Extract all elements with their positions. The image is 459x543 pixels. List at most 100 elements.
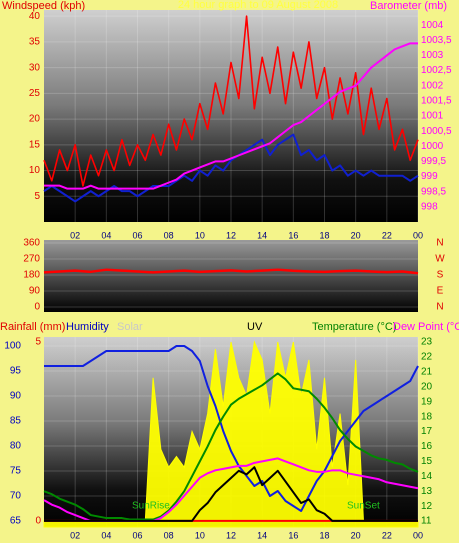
y-tick-label: 90: [10, 391, 22, 402]
y-tick-label: 75: [10, 466, 22, 477]
plot-area: [44, 240, 418, 312]
y2-axis-label: Barometer (mb): [370, 0, 447, 12]
y2-tick-label: 12: [421, 501, 433, 512]
y-tick-label: 100: [4, 341, 21, 352]
x-tick-label: 16: [288, 230, 298, 240]
marks: 510152025303540998998,5999999,510001000,…: [4, 10, 452, 540]
x-tick-label: 00: [413, 530, 423, 540]
x-tick-label: 02: [70, 530, 80, 540]
x-tick-label: 18: [319, 230, 329, 240]
y-tick-label: 180: [23, 270, 40, 281]
y-tick-label: 360: [23, 238, 40, 249]
line: [43, 15, 419, 187]
y2-tick-label: 17: [421, 426, 433, 437]
x-tick-label: 14: [257, 230, 267, 240]
y-tick-label: 70: [10, 491, 22, 502]
y-tick-label: 15: [29, 139, 41, 150]
line: [44, 345, 419, 512]
y2-tick-label: 1004: [421, 20, 444, 31]
y-tick-label: 10: [29, 165, 41, 176]
y2-tick-label: 16: [421, 441, 433, 452]
y2-tick-label: 22: [421, 352, 433, 363]
y2-tick-label: 999,5: [421, 156, 446, 167]
legend-label: Solar: [117, 321, 143, 333]
y-tick-label: 20: [29, 114, 41, 125]
chart-title: 24 hour graph to 09 August 2008: [178, 0, 338, 11]
annotation: SunRise: [132, 501, 170, 512]
y-tick-label: 0: [34, 302, 40, 313]
y2-tick-label: N: [436, 302, 443, 313]
line: [44, 42, 418, 190]
y2-tick-label: 1002: [421, 80, 444, 91]
legend-label: UV: [247, 321, 263, 333]
y2-tick-label: 998,5: [421, 186, 446, 197]
x-tick-label: 22: [382, 230, 392, 240]
y2-tick-label: 20: [421, 381, 433, 392]
x-tick-label: 12: [226, 530, 236, 540]
y-tick-label: 270: [23, 254, 40, 265]
x-tick-label: 20: [351, 230, 361, 240]
legend-label: Dew Point (°C): [393, 321, 459, 333]
y2-tick-label: 14: [421, 471, 433, 482]
y-tick-label: 95: [10, 366, 22, 377]
line: [43, 133, 419, 203]
x-tick-label: 08: [164, 530, 174, 540]
y2-tick-label: 1003,5: [421, 35, 452, 46]
y2-tick-label: 1000: [421, 141, 444, 152]
legend-label: Humidity: [66, 321, 109, 333]
y2-tick-label: 1002,5: [421, 65, 452, 76]
x-tick-label: 06: [132, 530, 142, 540]
y-tick-label: 40: [29, 11, 41, 22]
y3-tick-label: 0: [35, 516, 41, 527]
line: [43, 268, 419, 275]
x-tick-label: 04: [101, 530, 111, 540]
x-tick-label: 14: [257, 530, 267, 540]
y2-tick-label: 1003: [421, 50, 444, 61]
x-tick-label: 22: [382, 530, 392, 540]
y-tick-label: 85: [10, 416, 22, 427]
y-tick-label: 25: [29, 88, 41, 99]
y2-tick-label: N: [436, 238, 443, 249]
x-tick-label: 04: [101, 230, 111, 240]
x-tick-label: 02: [70, 230, 80, 240]
y-tick-label: 30: [29, 62, 41, 73]
y-tick-label: 5: [34, 191, 40, 202]
plot-area: [44, 10, 418, 222]
y-tick-label: 80: [10, 441, 22, 452]
y2-tick-label: 998: [421, 201, 438, 212]
legend-label: Rainfall (mm): [0, 321, 65, 333]
y2-tick-label: S: [437, 270, 444, 281]
y2-tick-label: 13: [421, 486, 433, 497]
y2-tick-label: 1001,5: [421, 95, 452, 106]
x-tick-label: 06: [132, 230, 142, 240]
y-axis-label: Windspeed (kph): [2, 0, 85, 12]
line: [43, 372, 419, 521]
x-tick-label: 12: [226, 230, 236, 240]
y-tick-label: 35: [29, 37, 41, 48]
y2-tick-label: W: [435, 254, 445, 265]
x-tick-label: 10: [195, 530, 205, 540]
y2-tick-label: 1000,5: [421, 126, 452, 137]
y-tick-label: 90: [29, 286, 41, 297]
annotation: SunSet: [347, 501, 380, 512]
y2-tick-label: 11: [421, 516, 432, 527]
y-tick-label: 65: [10, 516, 22, 527]
y2-tick-label: 19: [421, 396, 433, 407]
x-tick-label: 16: [288, 530, 298, 540]
line: [44, 466, 418, 522]
x-tick-label: 18: [319, 530, 329, 540]
y2-tick-label: 18: [421, 411, 433, 422]
x-tick-label: 20: [351, 530, 361, 540]
x-tick-label: 08: [164, 230, 174, 240]
y2-tick-label: E: [437, 286, 444, 297]
y2-tick-label: 15: [421, 456, 433, 467]
x-tick-label: 10: [195, 230, 205, 240]
x-tick-label: 00: [413, 230, 423, 240]
y2-tick-label: 23: [421, 337, 433, 348]
y3-tick-label: 5: [35, 337, 41, 348]
legend-label: Temperature (°C): [312, 321, 396, 333]
y2-tick-label: 1001: [421, 111, 444, 122]
y2-tick-label: 999: [421, 171, 438, 182]
y2-tick-label: 21: [421, 367, 433, 378]
